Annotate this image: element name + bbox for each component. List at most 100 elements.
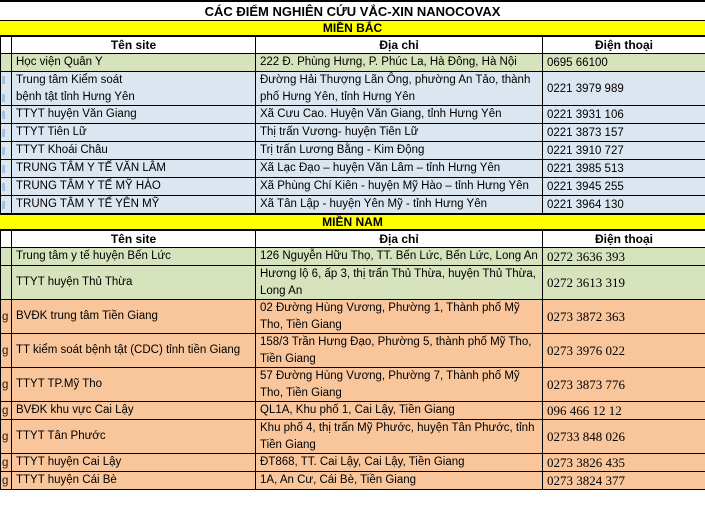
corner-cell [0,230,12,248]
clipped-first-column-cell: g [0,333,12,368]
table-row: g BVĐK khu vực Cai Lậy QL1A, Khu phố 1, Ca… [0,401,705,420]
clipped-first-column-cell: g [0,453,12,472]
column-header-address: Địa chỉ [255,36,543,54]
clipped-first-column-cell: g [0,419,12,454]
site-cell: TRUNG TÂM Y TẾ YÊN MỸ [11,195,256,214]
table-row: TTYT Tiên Lữ Thị trấn Vương- huyện Tiên L… [0,123,705,142]
phone-cell: 0221 3910 727 [542,141,705,160]
site-cell: BVĐK trung tâm Tiền Giang [11,299,256,334]
table-row: g TTYT huyện Cai Lậy ĐT868, TT. Cai Lậy, C… [0,453,705,472]
page-title: CÁC ĐIỂM NGHIÊN CỨU VẮC-XIN NANOCOVAX [0,2,705,20]
table-row: TRUNG TÂM Y TẾ YÊN MỸ Xã Tân Lập - huyện … [0,195,705,214]
table-row: TTYT huyện Văn Giang Xã Cưu Cao. Huyện Vă… [0,105,705,124]
address-cell: Xã Tân Lập - huyện Yên Mỹ - tỉnh Hưng Yê… [255,195,543,214]
site-cell: TRUNG TÂM Y TẾ VĂN LÂM [11,159,256,178]
site-cell: TTYT Tiên Lữ [11,123,256,142]
clipped-text-mark [2,75,11,102]
site-cell: Học viện Quân Y [11,53,256,72]
phone-cell: 096 466 12 12 [542,401,705,420]
address-cell: 222 Đ. Phùng Hưng, P. Phúc La, Hà Đông, … [255,53,543,72]
column-header-phone: Điện thoại [542,230,705,248]
phone-cell: 0221 3945 255 [542,177,705,196]
table-row: g BVĐK trung tâm Tiền Giang 02 Đường Hùng … [0,299,705,334]
phone-cell: 0273 3824 377 [542,471,705,490]
table-row: g TTYT TP.Mỹ Tho 57 Đường Hùng Vương, Phườ… [0,367,705,402]
clipped-text-mark [2,128,11,137]
table-row: Trung tâm y tế huyện Bến Lức 126 Nguyễn H… [0,247,705,266]
clipped-first-column-cell [0,53,12,72]
site-cell: TTYT Tân Phước [11,419,256,454]
phone-cell: 0221 3979 989 [542,71,705,106]
clipped-letter-fragment: g [2,404,9,417]
clipped-first-column-cell [0,105,12,124]
address-cell: Thị trấn Vương- huyện Tiên Lữ [255,123,543,142]
phone-cell: 0273 3872 363 [542,299,705,334]
address-cell: Xã Cưu Cao. Huyện Văn Giang, tỉnh Hưng Y… [255,105,543,124]
table-row: g TTYT huyện Cái Bè 1A, An Cư, Cái Bè, Tiề… [0,471,705,490]
column-header-row: Tên site Địa chỉ Điện thoại [0,230,705,248]
address-cell: Hương lộ 6, ấp 3, thị trấn Thủ Thừa, huy… [255,265,543,300]
clipped-first-column-cell: g [0,471,12,490]
phone-cell: 0272 3613 319 [542,265,705,300]
clipped-first-column-cell [0,265,12,300]
clipped-letter-fragment: g [2,310,9,323]
section-header-south: MIỀN NAM [0,214,705,230]
address-cell: Trị trấn Lương Bằng - Kim Động [255,141,543,160]
phone-cell: 0221 3964 130 [542,195,705,214]
address-cell: Xã Lạc Đạo – huyện Văn Lâm – tỉnh Hưng Y… [255,159,543,178]
phone-cell: 0695 66100 [542,53,705,72]
clipped-text-mark [2,182,11,191]
address-cell: ĐT868, TT. Cai Lậy, Cai Lậy, Tiền Giang [255,453,543,472]
table-row: TRUNG TÂM Y TẾ VĂN LÂM Xã Lạc Đạo – huyện… [0,159,705,178]
clipped-letter-fragment: g [2,378,9,391]
column-header-phone: Điện thoại [542,36,705,54]
clipped-text-mark [2,200,11,209]
clipped-first-column-cell: g [0,367,12,402]
clipped-first-column-cell [0,71,12,106]
clipped-first-column-cell [0,159,12,178]
site-cell: TTYT huyện Thủ Thừa [11,265,256,300]
clipped-first-column-cell [0,177,12,196]
section-header-north: MIỀN BẮC [0,20,705,36]
clipped-first-column-cell: g [0,299,12,334]
address-cell: 02 Đường Hùng Vương, Phường 1, Thành phố… [255,299,543,334]
site-cell: TT kiểm soát bệnh tật (CDC) tỉnh tiền Gi… [11,333,256,368]
clipped-letter-fragment: g [2,474,9,487]
site-cell: Trung tâm y tế huyện Bến Lức [11,247,256,266]
table-row: TRUNG TÂM Y TẾ MỸ HÀO Xã Phùng Chí Kiên -… [0,177,705,196]
column-header-site: Tên site [11,230,256,248]
phone-cell: 0221 3873 157 [542,123,705,142]
clipped-first-column-cell: g [0,401,12,420]
address-cell: 1A, An Cư, Cái Bè, Tiền Giang [255,471,543,490]
site-cell: BVĐK khu vực Cai Lậy [11,401,256,420]
phone-cell: 0273 3826 435 [542,453,705,472]
address-cell: Khu phố 4, thị trấn Mỹ Phước, huyện Tân … [255,419,543,454]
table-row: TTYT huyện Thủ Thừa Hương lộ 6, ấp 3, thị… [0,265,705,300]
table-south: Tên site Địa chỉ Điện thoại Trung tâm y … [0,230,705,490]
clipped-first-column-cell [0,123,12,142]
address-cell: 158/3 Trần Hưng Đạo, Phường 5, thành phố… [255,333,543,368]
table-row: Học viện Quân Y 222 Đ. Phùng Hưng, P. Phú… [0,53,705,72]
clipped-text-mark [2,164,11,173]
address-cell: 57 Đường Hùng Vương, Phường 7, Thành phố… [255,367,543,402]
clipped-letter-fragment: g [2,456,9,469]
table-row: g TT kiểm soát bệnh tật (CDC) tỉnh tiền G… [0,333,705,368]
site-cell: TTYT huyện Cai Lậy [11,453,256,472]
table-row: Trung tâm Kiểm soát bệnh tật tỉnh Hưng Y… [0,71,705,106]
clipped-first-column-cell [0,247,12,266]
phone-cell: 0221 3985 513 [542,159,705,178]
address-cell: Xã Phùng Chí Kiên - huyện Mỹ Hào – tỉnh … [255,177,543,196]
phone-cell: 0273 3873 776 [542,367,705,402]
site-cell: TTYT TP.Mỹ Tho [11,367,256,402]
phone-cell: 0273 3976 022 [542,333,705,368]
clipped-text-mark [2,146,11,155]
column-header-site: Tên site [11,36,256,54]
site-cell: TTYT Khoái Châu [11,141,256,160]
clipped-text-mark [2,110,11,119]
corner-cell [0,36,12,54]
site-cell: Trung tâm Kiểm soát bệnh tật tỉnh Hưng Y… [11,71,256,106]
clipped-first-column-cell [0,195,12,214]
phone-cell: 0221 3931 106 [542,105,705,124]
phone-cell: 02733 848 026 [542,419,705,454]
